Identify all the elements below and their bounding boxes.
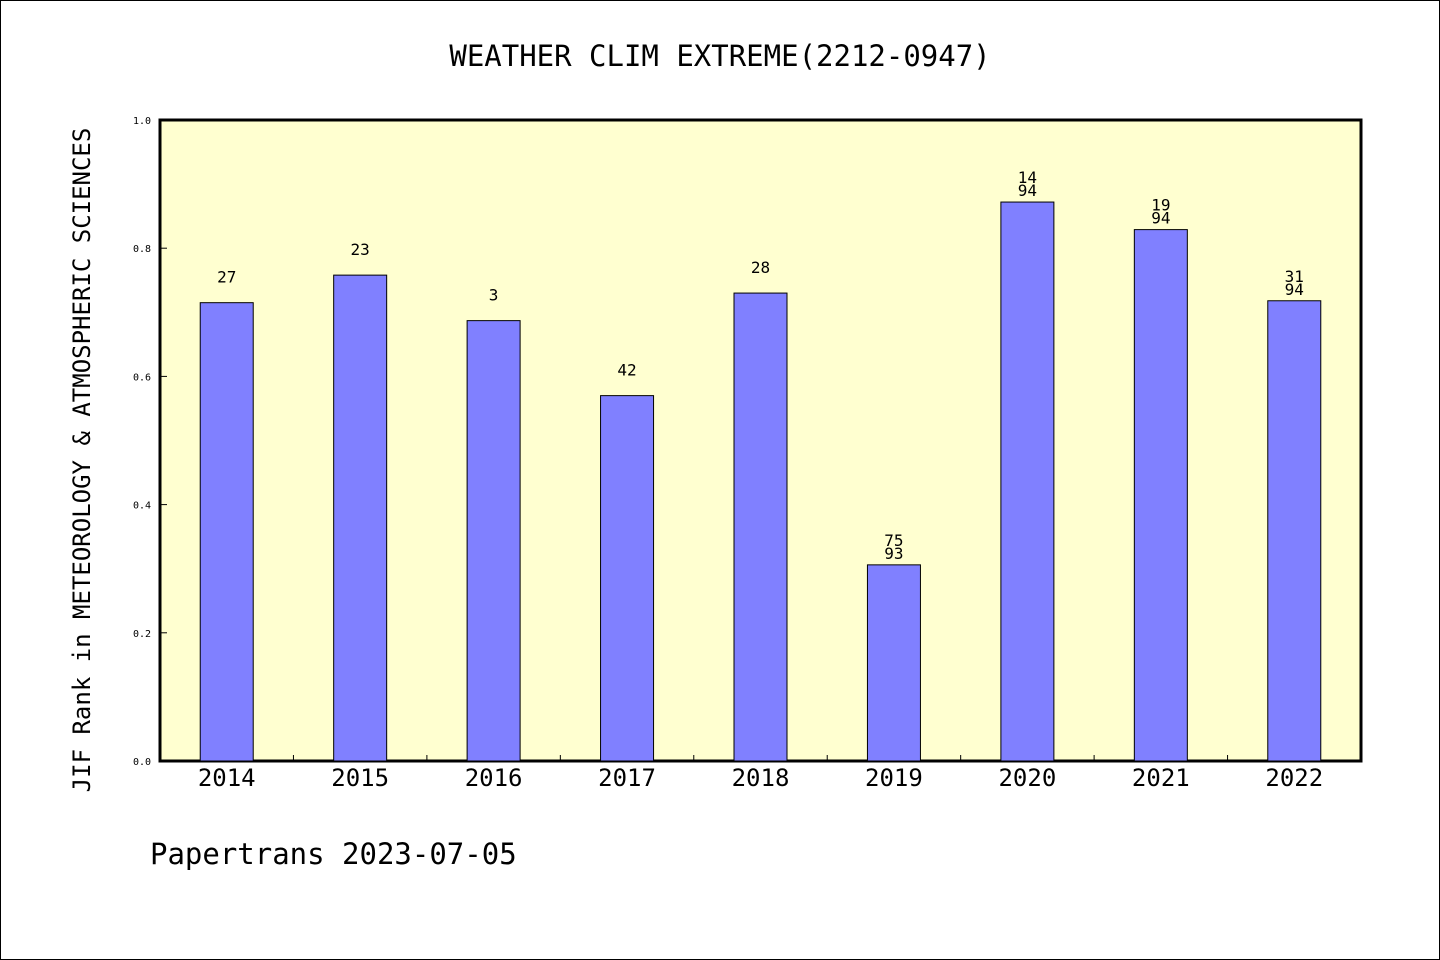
bar — [466, 320, 521, 762]
chart-title: WEATHER CLIM EXTREME(2212-0947) — [449, 39, 990, 73]
bar-data-label: 94 — [1285, 280, 1304, 299]
x-tick-label: 2015 — [331, 764, 389, 792]
x-tick-label: 2017 — [598, 764, 656, 792]
bar — [199, 302, 254, 762]
x-tick-label: 2019 — [865, 764, 923, 792]
bar — [1000, 201, 1055, 762]
bar — [1267, 300, 1322, 762]
bar-data-label: 19 — [1151, 196, 1170, 215]
y-tick-label: 0.4 — [133, 501, 151, 512]
x-tick-label: 2021 — [1132, 764, 1190, 792]
bars — [199, 201, 1322, 762]
y-tick-label: 1.0 — [133, 116, 151, 127]
x-tick-label: 2018 — [732, 764, 790, 792]
bar-data-label: 31 — [1285, 267, 1304, 286]
bar — [733, 292, 788, 762]
y-tick-label: 0.6 — [133, 372, 151, 383]
bar — [866, 564, 921, 762]
bar-data-label: 93 — [884, 544, 903, 563]
bar-data-label: 23 — [351, 240, 370, 259]
bar-data-label: 3 — [489, 286, 499, 305]
x-tick-label: 2020 — [998, 764, 1056, 792]
bar — [1133, 229, 1188, 762]
axis-ticks: 0.0 0.2 0.4 0.6 0.8 1.0 — [133, 116, 1229, 768]
bar — [333, 274, 388, 762]
bar-data-label: 75 — [884, 531, 903, 550]
bar-data-label: 28 — [751, 258, 770, 277]
bar-data-label: 14 — [1018, 168, 1037, 187]
y-tick-label: 0.0 — [133, 757, 151, 768]
x-tick-label: 2016 — [465, 764, 523, 792]
y-tick-label: 0.8 — [133, 244, 151, 255]
bar-data-label: 27 — [217, 268, 236, 287]
bar-data-label: 42 — [617, 361, 636, 380]
y-tick-label: 0.2 — [133, 629, 151, 640]
x-tick-label: 2014 — [198, 764, 256, 792]
footer-text: Papertrans 2023-07-05 — [150, 837, 517, 871]
bar-data-label: 94 — [1151, 209, 1170, 228]
y-axis-label: JIF Rank in METEOROLOGY & ATMOSPHERIC SC… — [68, 128, 96, 793]
bar-data-label: 94 — [1018, 181, 1037, 200]
x-tick-label: 2022 — [1265, 764, 1323, 792]
bar — [600, 395, 655, 762]
